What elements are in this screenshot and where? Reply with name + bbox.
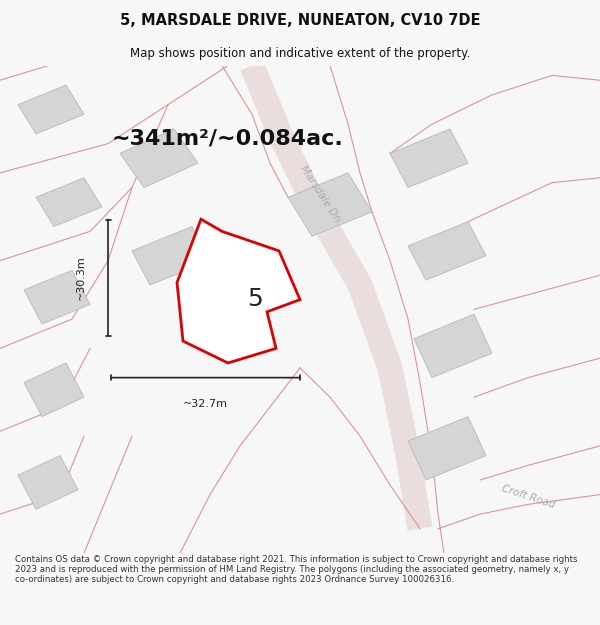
Polygon shape <box>18 85 84 134</box>
Polygon shape <box>414 314 492 378</box>
Polygon shape <box>36 177 102 226</box>
Text: Croft Road: Croft Road <box>500 484 556 511</box>
Polygon shape <box>288 173 372 236</box>
Polygon shape <box>177 219 300 363</box>
Polygon shape <box>132 226 210 285</box>
Text: ~341m²/~0.084ac.: ~341m²/~0.084ac. <box>112 129 344 149</box>
Text: 5: 5 <box>247 287 263 311</box>
Polygon shape <box>24 363 84 417</box>
Polygon shape <box>18 456 78 509</box>
Text: ~32.7m: ~32.7m <box>183 399 228 409</box>
Polygon shape <box>24 271 90 324</box>
Polygon shape <box>408 417 486 480</box>
Text: 5, MARSDALE DRIVE, NUNEATON, CV10 7DE: 5, MARSDALE DRIVE, NUNEATON, CV10 7DE <box>120 13 480 28</box>
Text: Marsdale Dri.: Marsdale Dri. <box>298 163 344 226</box>
Polygon shape <box>408 222 486 280</box>
Text: Contains OS data © Crown copyright and database right 2021. This information is : Contains OS data © Crown copyright and d… <box>15 554 577 584</box>
Polygon shape <box>390 129 468 188</box>
Text: ~30.3m: ~30.3m <box>76 255 86 300</box>
Text: Map shows position and indicative extent of the property.: Map shows position and indicative extent… <box>130 48 470 60</box>
Polygon shape <box>120 129 198 188</box>
